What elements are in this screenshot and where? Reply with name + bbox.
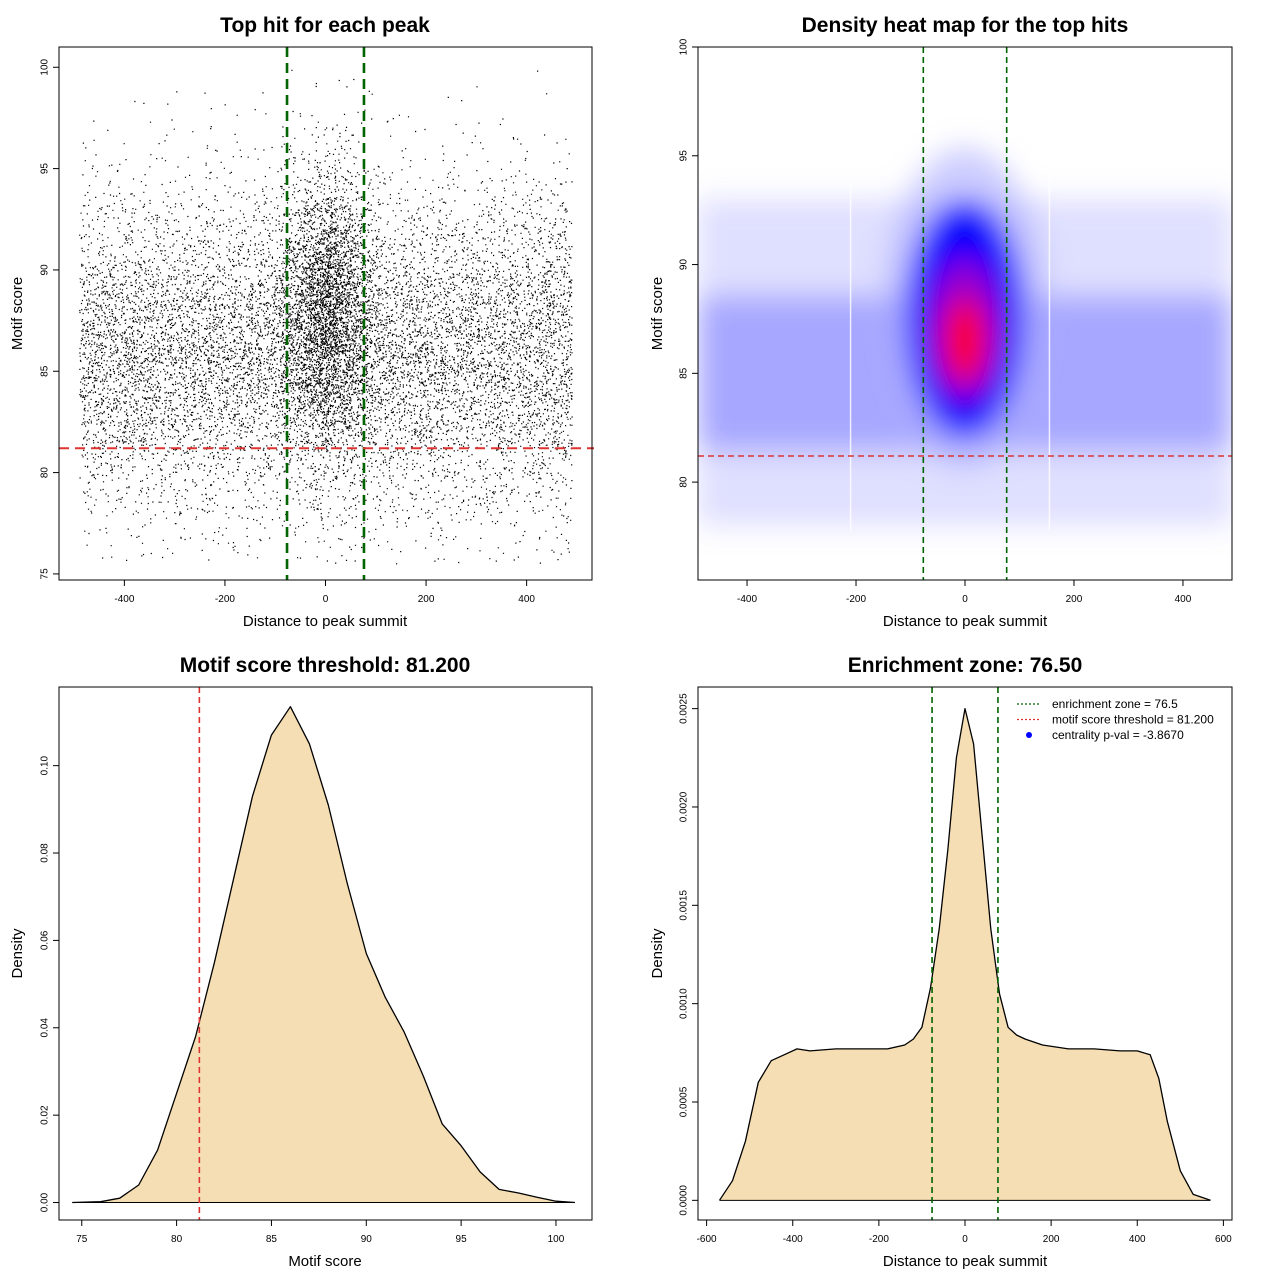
x-tick-label: 400 bbox=[1129, 1234, 1146, 1245]
x-tick-label: 85 bbox=[266, 1234, 278, 1245]
chart-panel-4: -600 -400 -200 0 200 400 600 0.0000 0.0005 0.0010… bbox=[649, 654, 1233, 1270]
x-tick-label: 0 bbox=[323, 594, 329, 605]
x-tick-label: 90 bbox=[361, 1234, 373, 1245]
x-tick-label: 95 bbox=[456, 1234, 468, 1245]
x-tick-label: 200 bbox=[418, 594, 435, 605]
y-tick-label: 0.08 bbox=[40, 843, 51, 863]
chart-title: Top hit for each peak bbox=[220, 14, 430, 37]
y-tick-label: 85 bbox=[40, 365, 51, 377]
scatter-points bbox=[79, 69, 573, 565]
plot-frame bbox=[58, 686, 593, 1221]
density-curve bbox=[72, 706, 575, 1204]
y-tick-label: 0.06 bbox=[40, 930, 51, 950]
density-area-fill bbox=[72, 706, 575, 1203]
x-tick-label: 400 bbox=[1175, 594, 1192, 605]
x-tick-label: -600 bbox=[697, 1234, 717, 1245]
x-tick-label: 400 bbox=[518, 594, 535, 605]
plot-area bbox=[72, 687, 575, 1220]
y-tick-label: 80 bbox=[679, 476, 690, 488]
y-tick-label: 0.0005 bbox=[679, 1086, 690, 1117]
x-tick-label: 100 bbox=[548, 1234, 565, 1245]
y-tick-label: 0.02 bbox=[40, 1105, 51, 1125]
y-tick-label: 0.04 bbox=[40, 1018, 51, 1038]
density-heatmap bbox=[698, 148, 1232, 526]
x-tick-label: 600 bbox=[1215, 1234, 1232, 1245]
density-curve bbox=[718, 707, 1211, 1201]
plot-area bbox=[718, 687, 1211, 1220]
chart-title: Enrichment zone: 76.50 bbox=[848, 654, 1083, 677]
y-tick-label: 75 bbox=[40, 568, 51, 580]
y-axis-label: Motif score bbox=[649, 277, 666, 350]
x-tick-label: 80 bbox=[171, 1234, 183, 1245]
chart-title: Motif score threshold: 81.200 bbox=[180, 654, 471, 677]
chart-panel-1: -400 -200 0 200 400 75 80 85 90 95 100 Top hit for … bbox=[9, 14, 594, 630]
x-tick-label: -200 bbox=[846, 594, 866, 605]
plot-area bbox=[59, 47, 592, 580]
density-area-fill bbox=[719, 708, 1211, 1201]
x-tick-label: 200 bbox=[1066, 594, 1083, 605]
plot-area bbox=[698, 47, 1232, 580]
y-tick-label: 0.00 bbox=[40, 1192, 51, 1212]
y-tick-label: 0.0020 bbox=[679, 791, 690, 822]
x-tick-label: 75 bbox=[76, 1234, 88, 1245]
x-tick-label: 0 bbox=[962, 1234, 968, 1245]
y-axis-label: Motif score bbox=[9, 277, 26, 350]
x-tick-label: -200 bbox=[869, 1234, 889, 1245]
x-tick-label: -200 bbox=[215, 594, 235, 605]
x-tick-label: -400 bbox=[114, 594, 134, 605]
y-axis-label: Density bbox=[9, 928, 26, 979]
x-axis-label: Distance to peak summit bbox=[883, 1253, 1048, 1270]
legend: enrichment zone = 76.5 motif score thresh… bbox=[1017, 697, 1214, 742]
x-tick-label: -400 bbox=[783, 1234, 803, 1245]
legend-point-symbol bbox=[1026, 732, 1032, 738]
y-tick-label: 0.0015 bbox=[679, 890, 690, 921]
y-tick-label: 80 bbox=[40, 467, 51, 479]
y-tick-label: 95 bbox=[40, 163, 51, 175]
y-tick-label: 0.0000 bbox=[679, 1185, 690, 1216]
y-tick-label: 100 bbox=[40, 58, 51, 75]
y-tick-label: 90 bbox=[40, 264, 51, 276]
chart-title: Density heat map for the top hits bbox=[802, 14, 1129, 37]
x-tick-label: 0 bbox=[962, 594, 968, 605]
y-tick-label: 100 bbox=[679, 38, 690, 55]
y-tick-label: 0.0025 bbox=[679, 693, 690, 724]
y-axis-label: Density bbox=[649, 928, 666, 979]
x-axis-label: Distance to peak summit bbox=[243, 613, 408, 630]
y-tick-label: 0.10 bbox=[40, 755, 51, 775]
y-tick-label: 95 bbox=[679, 150, 690, 162]
x-tick-label: -400 bbox=[737, 594, 757, 605]
heat-peak-red bbox=[945, 298, 985, 383]
legend-label: motif score threshold = 81.200 bbox=[1052, 713, 1214, 727]
y-tick-label: 85 bbox=[679, 367, 690, 379]
x-axis-label: Distance to peak summit bbox=[883, 613, 1048, 630]
y-tick-label: 0.0010 bbox=[679, 988, 690, 1019]
legend-label: centrality p-val = -3.8670 bbox=[1052, 728, 1184, 742]
plot-frame bbox=[58, 46, 593, 581]
legend-label: enrichment zone = 76.5 bbox=[1052, 697, 1178, 711]
chart-panel-3: 75 80 85 90 95 100 0.00 0.02 0.04 0.06 0.08 0.10 Mot… bbox=[9, 654, 593, 1270]
x-tick-label: 200 bbox=[1043, 1234, 1060, 1245]
chart-panel-2: -400 -200 0 200 400 80 85 90 95 100 Density heat m… bbox=[649, 14, 1233, 630]
x-axis-label: Motif score bbox=[288, 1253, 361, 1270]
y-tick-label: 90 bbox=[679, 259, 690, 271]
